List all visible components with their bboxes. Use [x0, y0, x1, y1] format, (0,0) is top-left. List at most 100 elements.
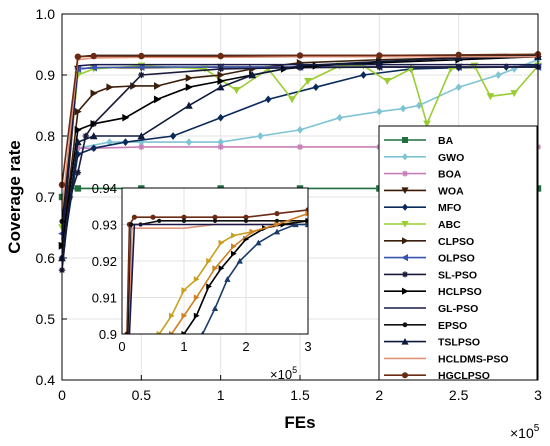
inset-y-tick-label: 0.94 — [92, 181, 117, 196]
main-y-tick-label: 0.6 — [36, 250, 56, 266]
data-point-hclpso — [154, 95, 162, 104]
data-point-gwo — [217, 138, 224, 146]
legend-swatch-marker — [402, 153, 408, 161]
inset-data-point-orange — [231, 243, 237, 250]
inset-data-point-tslpso — [200, 330, 205, 334]
inset-data-point-clpso — [156, 330, 163, 334]
data-point-clpso — [154, 82, 162, 90]
data-point-gwo — [185, 138, 193, 146]
legend-box — [378, 125, 538, 381]
inset-data-point-clpso — [218, 239, 225, 246]
main-x-tick-label: 3 — [534, 387, 542, 403]
inset-data-point-orange — [181, 312, 188, 319]
main-y-tick-label: 0.5 — [36, 311, 56, 327]
legend-swatch-marker — [402, 237, 409, 245]
data-point-hclpso — [217, 77, 225, 85]
data-point-hclpso — [122, 113, 130, 122]
legend-swatch-marker — [402, 170, 408, 177]
data-point-boa — [296, 143, 304, 151]
legend-label: GWO — [438, 152, 464, 164]
data-point-mfo — [74, 150, 82, 159]
inset-data-point-epso — [157, 218, 162, 223]
y-axis-label: Coverage rate — [5, 140, 24, 253]
data-point-abc — [486, 93, 495, 101]
main-x-tick-label: 2.5 — [449, 387, 469, 403]
data-point-tslpso — [137, 132, 146, 140]
inset-data-point-tslpso — [292, 221, 299, 228]
data-point-hgclpso — [138, 52, 145, 60]
data-point-hgclpso — [296, 52, 304, 59]
main-x-tick-label: 2 — [375, 387, 383, 403]
data-point-sl-pso — [455, 63, 462, 71]
main-y-tick-label: 0.9 — [36, 67, 56, 83]
inset-data-point-orange — [305, 210, 308, 217]
inset-y-tick-label: 0.9 — [99, 327, 117, 342]
main-x-tick-label: 0.5 — [132, 387, 152, 403]
data-point-clpso — [185, 74, 193, 82]
legend-item-woa: WOA — [384, 185, 464, 197]
legend-swatch-marker — [401, 187, 409, 194]
series-line-gl-pso — [61, 63, 538, 240]
legend-item-abc: ABC — [384, 219, 461, 231]
data-point-hgclpso — [74, 53, 82, 60]
main-y-tick-label: 0.4 — [36, 372, 56, 388]
legend-item-gwo: GWO — [384, 152, 464, 164]
legend-swatch-marker — [402, 372, 408, 379]
data-point-sl-pso — [376, 63, 383, 71]
legend-items: BA GWO BOA WOA MFO ABC CLPSO OLPSO SL-PSO HCLPSO G… — [384, 135, 509, 382]
data-point-mfo — [169, 132, 177, 140]
inset-data-point-tslpso — [224, 276, 231, 282]
inset-data-point-hgclpso — [131, 214, 137, 220]
inset-x-multiplier-exp: 5 — [292, 365, 297, 375]
legend-item-gl-pso: GL-PSO — [384, 303, 478, 315]
inset-x-tick-label: 0 — [118, 339, 125, 354]
legend-label: SL-PSO — [438, 269, 477, 281]
legend-label: GL-PSO — [438, 303, 478, 315]
legend-item-clpso: CLPSO — [384, 236, 474, 248]
inset-data-point-tslpso — [211, 305, 219, 312]
legend-item-olpso: OLPSO — [384, 253, 475, 265]
data-point-boa — [217, 143, 224, 151]
legend-item-boa: BOA — [384, 169, 462, 181]
inset-data-point-tslpso — [236, 257, 243, 264]
data-point-abc — [232, 87, 241, 95]
data-point-mfo — [217, 113, 224, 122]
data-point-ba — [74, 185, 82, 192]
inset-y-tick-label: 0.92 — [92, 254, 117, 269]
legend-label: WOA — [438, 185, 464, 197]
inset-x-multiplier-base: ×10 — [270, 367, 292, 382]
data-point-gwo — [455, 83, 462, 92]
main-y-tick-labels: 0.4 0.5 0.6 0.7 0.8 0.9 1.0 — [36, 6, 56, 388]
data-point-sl-pso — [82, 132, 89, 140]
main-y-tick-label: 0.8 — [36, 128, 56, 144]
data-point-abc — [423, 120, 431, 128]
data-point-abc — [510, 90, 519, 98]
inset-series-gl-pso — [128, 223, 308, 334]
inset-data-point-clpso — [206, 257, 212, 265]
data-point-olpso — [89, 63, 97, 72]
legend-swatch-marker — [401, 338, 409, 345]
legend-item-tslpso: TSLPSO — [384, 337, 480, 349]
data-point-hgclpso — [217, 52, 224, 60]
inset-data-point-tslpso — [304, 221, 308, 228]
series-gl-pso — [61, 63, 538, 240]
legend-swatch-marker — [402, 137, 408, 143]
data-point-gwo — [257, 132, 264, 140]
main-x-tick-label: 0 — [58, 387, 66, 403]
legend-item-ba: BA — [384, 135, 454, 147]
data-point-sl-pso — [217, 65, 224, 73]
legend-label: TSLPSO — [438, 337, 480, 349]
data-point-tslpso — [296, 62, 304, 70]
data-point-tslpso — [248, 71, 257, 79]
inset-data-point-hclpso — [181, 330, 188, 334]
legend-item-mfo: MFO — [384, 202, 461, 214]
inset-x-tick-label: 2 — [242, 339, 249, 354]
data-point-hgclpso — [376, 52, 383, 59]
data-point-tslpso — [375, 57, 384, 65]
legend-label: HGCLPSO — [438, 370, 490, 382]
inset-data-point-orange — [212, 265, 219, 272]
inset-x-tick-label: 3 — [304, 339, 311, 354]
legend-label: OLPSO — [438, 253, 475, 265]
inset-data-point-hgclpso — [150, 214, 156, 220]
data-point-clpso — [106, 83, 114, 92]
